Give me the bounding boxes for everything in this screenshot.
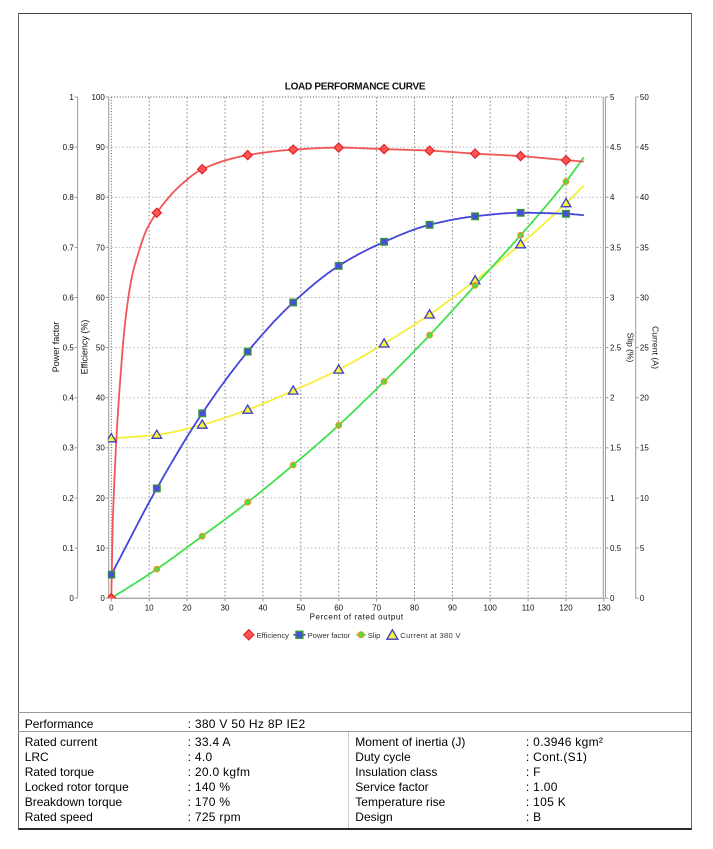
svg-text:4: 4 (610, 193, 615, 202)
svg-text:80: 80 (410, 603, 419, 612)
svg-text:0.9: 0.9 (63, 143, 75, 152)
svg-text:0: 0 (69, 594, 74, 603)
svg-text:2: 2 (610, 394, 615, 403)
svg-text:Current at 380 V: Current at 380 V (400, 631, 461, 640)
svg-text:5: 5 (640, 544, 645, 553)
svg-text:0.5: 0.5 (63, 344, 75, 353)
svg-text:Power factor: Power factor (308, 631, 351, 640)
svg-text:50: 50 (296, 603, 305, 612)
svg-text:100: 100 (484, 603, 498, 612)
svg-text:0.7: 0.7 (63, 243, 75, 252)
svg-text:Power factor: Power factor (51, 322, 61, 373)
svg-text:Slip (%): Slip (%) (626, 333, 636, 363)
svg-text:120: 120 (559, 603, 573, 612)
svg-text:20: 20 (96, 494, 105, 503)
svg-text:20: 20 (183, 603, 192, 612)
svg-text:Efficiency (%): Efficiency (%) (80, 320, 90, 375)
svg-text:10: 10 (96, 544, 105, 553)
svg-text:0.4: 0.4 (63, 394, 75, 403)
svg-text:110: 110 (522, 603, 535, 612)
svg-text:0: 0 (100, 594, 105, 603)
svg-text:100: 100 (91, 93, 105, 102)
svg-text:30: 30 (640, 293, 649, 302)
svg-text:0.5: 0.5 (610, 544, 622, 553)
svg-text:10: 10 (145, 603, 154, 612)
svg-text:70: 70 (372, 603, 381, 612)
svg-text:50: 50 (96, 344, 105, 353)
svg-text:4.5: 4.5 (610, 143, 622, 152)
svg-text:90: 90 (96, 143, 105, 152)
svg-text:70: 70 (96, 243, 105, 252)
svg-text:0: 0 (610, 594, 615, 603)
svg-text:50: 50 (640, 93, 649, 102)
svg-text:30: 30 (96, 444, 105, 453)
svg-text:90: 90 (448, 603, 457, 612)
svg-text:0: 0 (109, 603, 114, 612)
svg-text:1.5: 1.5 (610, 444, 622, 453)
svg-text:Efficiency: Efficiency (257, 631, 290, 640)
svg-text:0.2: 0.2 (63, 494, 75, 503)
svg-text:45: 45 (640, 143, 649, 152)
svg-text:LOAD PERFORMANCE CURVE: LOAD PERFORMANCE CURVE (285, 82, 426, 93)
svg-text:2.5: 2.5 (610, 344, 622, 353)
svg-text:15: 15 (640, 444, 649, 453)
svg-text:Slip: Slip (368, 631, 381, 640)
svg-text:40: 40 (96, 394, 105, 403)
svg-text:60: 60 (96, 293, 105, 302)
svg-text:20: 20 (640, 394, 649, 403)
svg-text:1: 1 (69, 93, 74, 102)
svg-text:Current (A): Current (A) (650, 326, 660, 369)
svg-text:3: 3 (610, 293, 615, 302)
svg-text:60: 60 (334, 603, 343, 612)
svg-text:0.8: 0.8 (63, 193, 75, 202)
svg-text:10: 10 (640, 494, 649, 503)
svg-text:40: 40 (640, 193, 649, 202)
svg-text:80: 80 (96, 193, 105, 202)
svg-text:0.1: 0.1 (63, 544, 75, 553)
svg-text:30: 30 (221, 603, 230, 612)
svg-text:5: 5 (610, 93, 615, 102)
svg-text:40: 40 (258, 603, 267, 612)
svg-text:1: 1 (610, 494, 615, 503)
svg-text:35: 35 (640, 243, 649, 252)
svg-text:3.5: 3.5 (610, 243, 622, 252)
svg-text:130: 130 (597, 603, 611, 612)
svg-text:0: 0 (640, 594, 645, 603)
svg-text:0.3: 0.3 (63, 444, 75, 453)
svg-text:Percent of rated output: Percent of rated output (310, 613, 404, 622)
svg-text:0.6: 0.6 (63, 293, 75, 302)
svg-text:25: 25 (640, 344, 649, 353)
